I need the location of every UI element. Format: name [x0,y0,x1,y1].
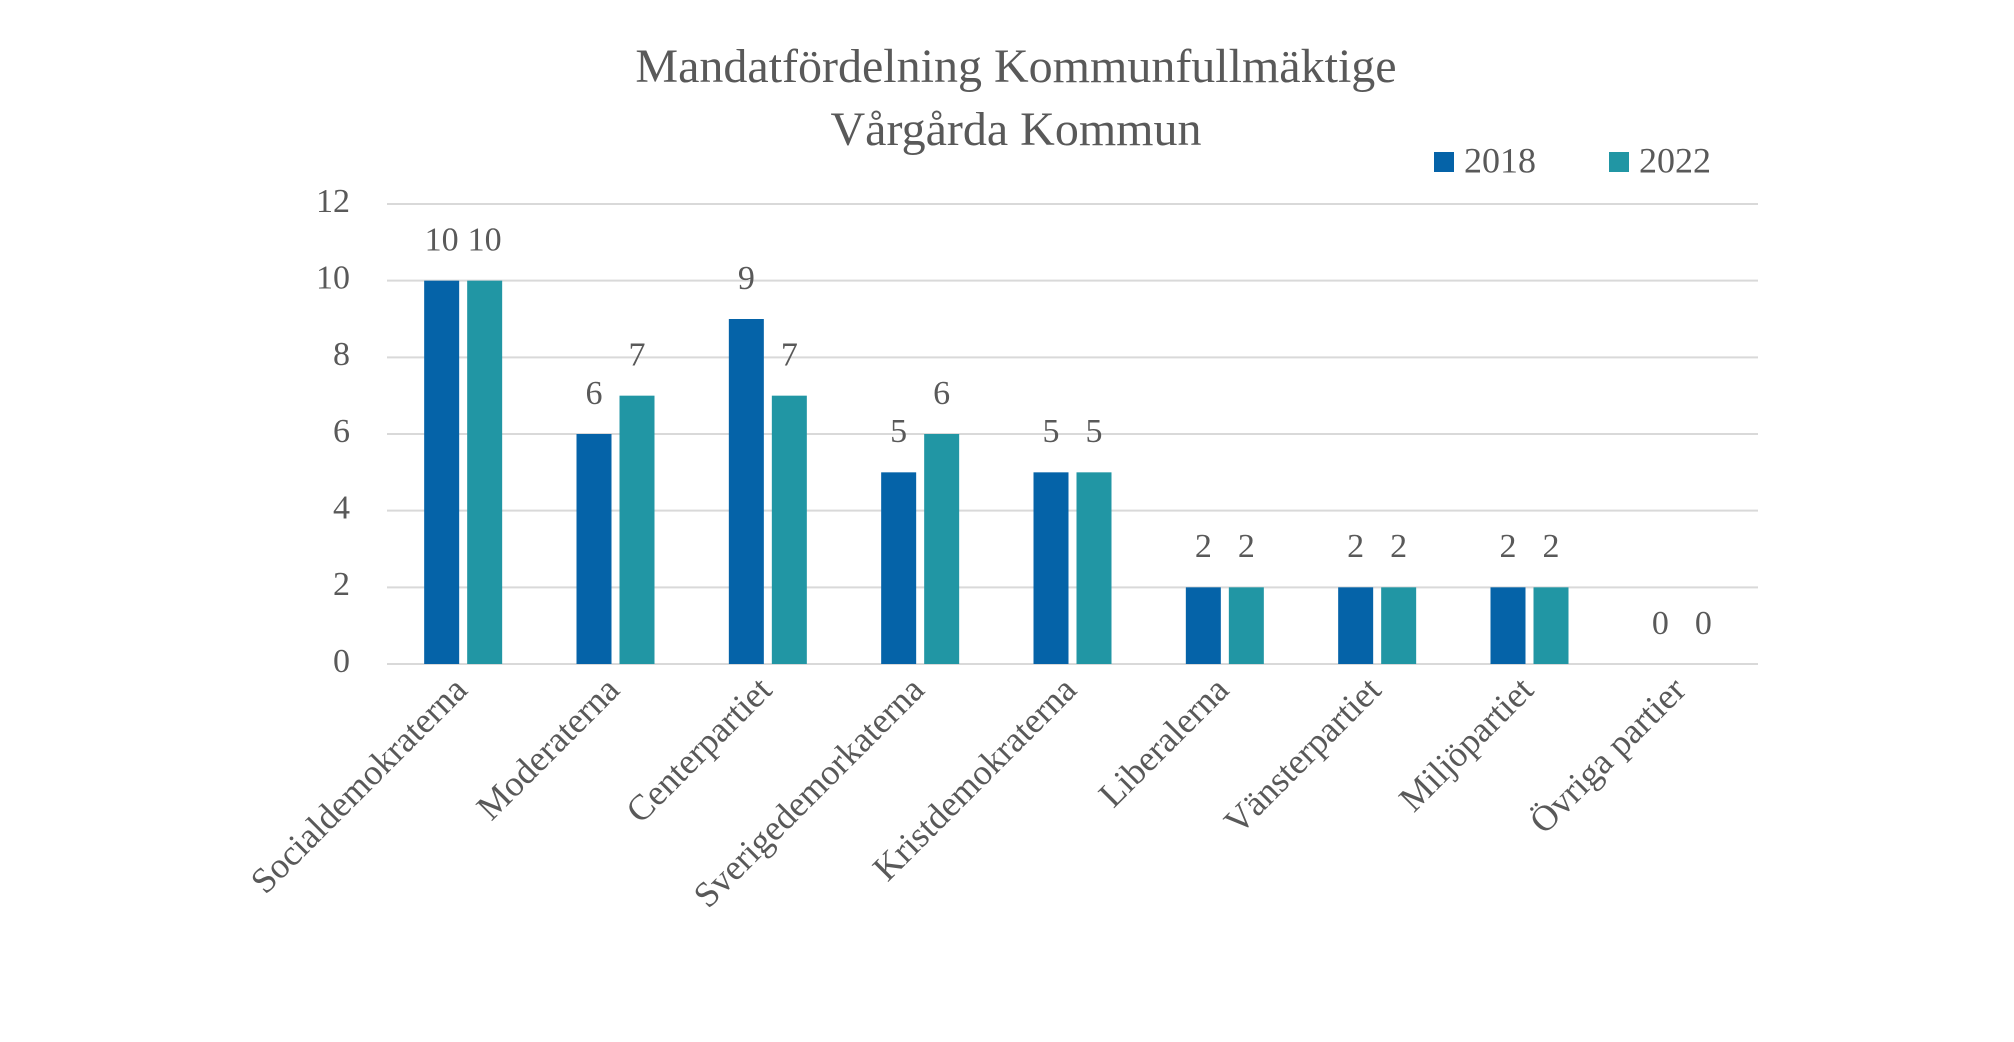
y-tick-label: 0 [333,643,350,680]
x-tick-label: Centerpartiet [618,669,779,830]
bar [619,395,655,664]
y-tick-label: 6 [333,413,350,450]
data-label: 2 [1390,528,1407,565]
data-label: 10 [468,221,502,258]
bar [1033,472,1069,664]
x-tick-label: Liberalerna [1091,669,1237,815]
chart-title: Mandatfördelning Kommunfullmäktige [635,40,1396,93]
legend-label: 2022 [1639,140,1711,180]
x-tick-label: Övriga partier [1522,669,1694,841]
y-tick-label: 12 [316,183,350,220]
bar [576,434,612,664]
bar [771,395,807,664]
data-label: 5 [1043,413,1060,450]
bar [1533,587,1569,664]
bar [924,434,960,664]
legend-swatch [1434,152,1454,172]
data-label: 2 [1500,528,1517,565]
bar [1490,587,1526,664]
bar [881,472,917,664]
bar [1338,587,1374,664]
x-tick-label: Miljöpartiet [1391,669,1541,819]
bar [424,280,460,664]
chart-subtitle: Vårgårda Kommun [830,103,1201,156]
legend-label: 2018 [1464,140,1536,180]
data-label: 2 [1347,528,1364,565]
y-tick-label: 8 [333,336,350,373]
data-label: 9 [738,260,755,297]
data-label: 10 [425,221,459,258]
bar [1228,587,1264,664]
x-tick-label: Moderaterna [469,669,627,827]
x-tick-label: Vänsterpartiet [1216,669,1388,841]
data-label: 2 [1543,528,1560,565]
legend-swatch [1609,152,1629,172]
x-tick-label: Socialdemokraterna [243,669,475,901]
data-label: 7 [781,336,798,373]
y-tick-label: 10 [316,259,350,296]
bar [467,280,503,664]
data-label: 6 [586,375,603,412]
bar [1381,587,1417,664]
data-label: 2 [1195,528,1212,565]
data-label: 0 [1695,605,1712,642]
data-label: 6 [933,375,950,412]
bar [728,319,764,664]
data-label: 5 [1086,413,1103,450]
y-tick-label: 2 [333,566,350,603]
bar [1076,472,1112,664]
data-label: 0 [1652,605,1669,642]
data-label: 5 [890,413,907,450]
bar [1185,587,1221,664]
data-label: 2 [1238,528,1255,565]
y-tick-label: 4 [333,489,350,526]
data-label: 7 [629,336,646,373]
